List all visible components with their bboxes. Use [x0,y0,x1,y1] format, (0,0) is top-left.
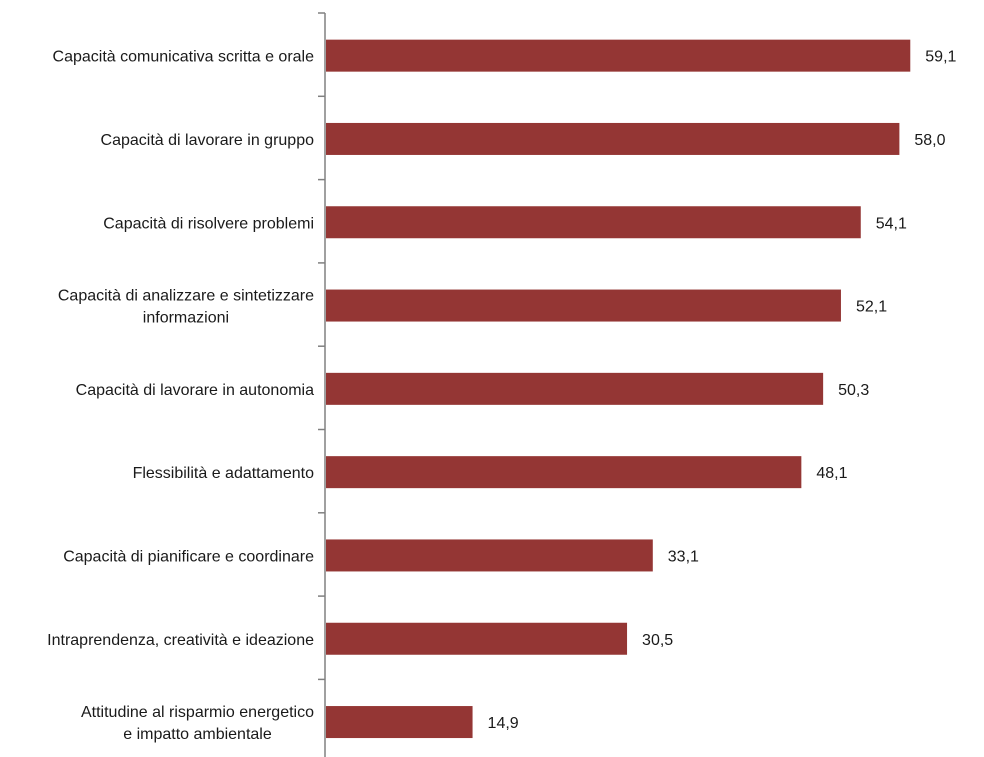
bar [326,706,473,739]
category-label-line: Capacità di analizzare e sintetizzare [58,288,314,305]
value-label: 30,5 [642,632,673,649]
labels-layer: 59,1 Capacità comunicativa scritta e oral… [47,49,956,743]
category-label-line: informazioni [143,310,229,327]
category-label: Capacità di lavorare in autonomia [76,382,314,399]
bar [326,456,802,489]
value-label: 50,3 [838,382,869,399]
bar [326,289,841,322]
bar [326,39,911,72]
category-label: Capacità di risolvere problemi [103,215,314,232]
bar [326,206,861,239]
bar [326,122,900,155]
category-label: Capacità di pianificare e coordinare [63,548,314,565]
bars-layer [326,39,911,739]
category-label: Capacità di analizzare e sintetizzare inf… [58,288,314,327]
value-label: 33,1 [668,548,699,565]
bar [326,372,824,405]
bar [326,622,628,655]
category-label: Flessibilità e adattamento [133,465,315,482]
category-label: Capacità comunicativa scritta e orale [53,49,315,66]
category-label-line: e impatto ambientale [123,726,272,743]
value-label: 14,9 [488,715,519,732]
category-label: Attitudine al risparmio energetico e impa… [81,704,314,743]
value-label: 48,1 [816,465,847,482]
value-label: 58,0 [914,132,945,149]
value-label: 59,1 [925,49,956,66]
bar [326,539,653,572]
value-label: 54,1 [876,215,907,232]
value-label: 52,1 [856,299,887,316]
category-label: Intraprendenza, creatività e ideazione [47,632,314,649]
axis-layer [318,12,326,757]
category-label: Capacità di lavorare in gruppo [101,132,315,149]
category-label-line: Attitudine al risparmio energetico [81,704,314,721]
